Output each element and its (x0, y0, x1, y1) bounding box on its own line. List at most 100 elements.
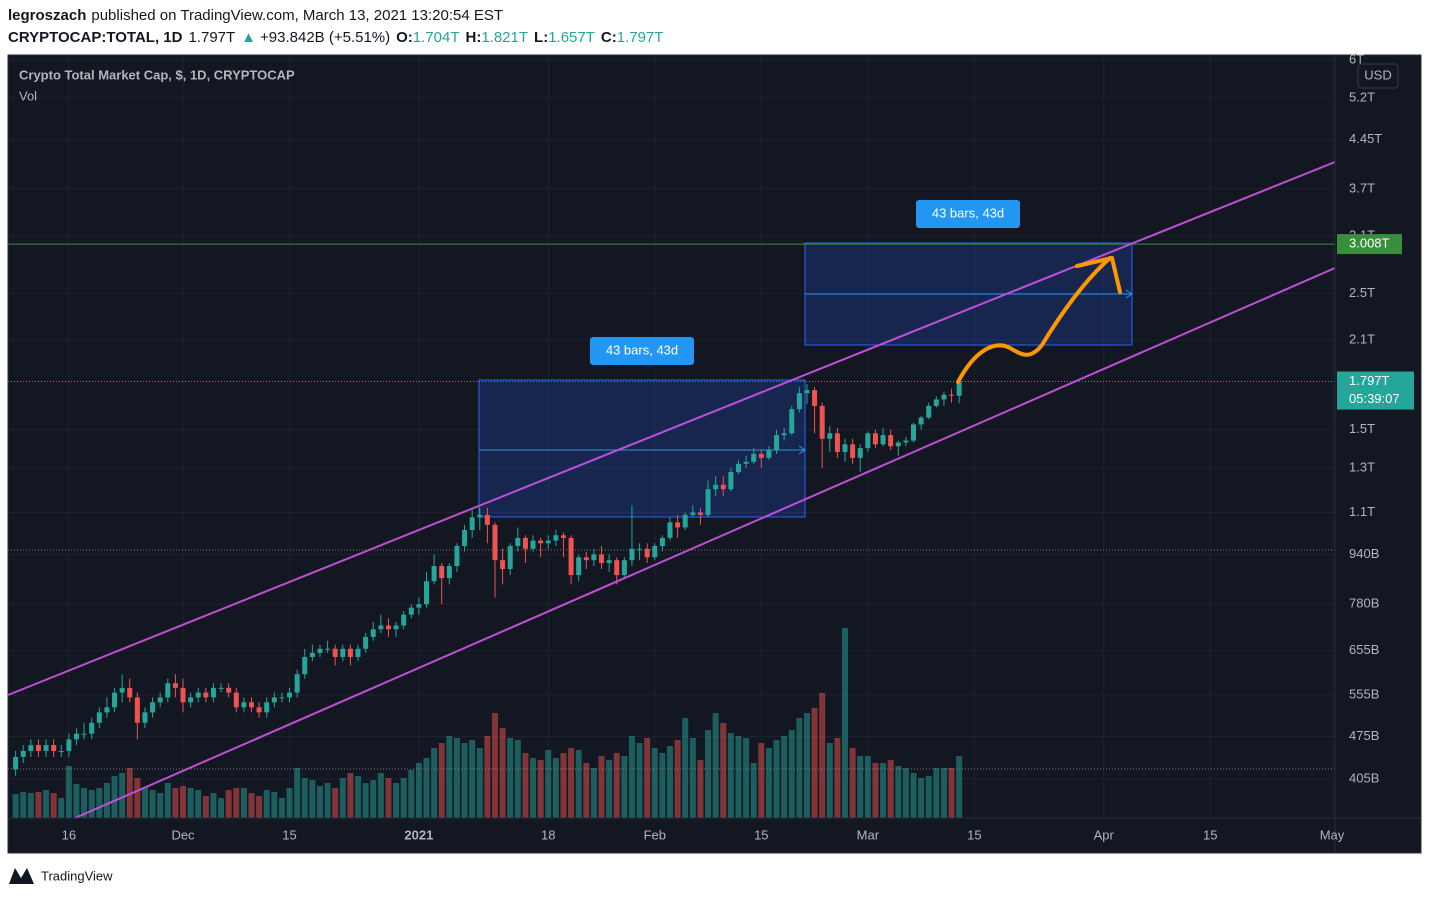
candle-body (781, 433, 787, 436)
candle-body (614, 560, 620, 576)
volume-bar (58, 798, 65, 818)
y-tick-label: 6T (1349, 51, 1364, 66)
candle-body (454, 546, 460, 567)
range-label: 43 bars, 43d (932, 205, 1004, 220)
volume-bar (590, 768, 597, 818)
range-label-box (916, 200, 1020, 228)
candle-body (119, 687, 125, 693)
currency-button[interactable] (1357, 63, 1399, 89)
volume-bar (96, 788, 103, 818)
candle-body (408, 607, 414, 615)
volume-bar (819, 693, 826, 818)
volume-bar (880, 763, 887, 818)
x-tick-label: Apr (1094, 827, 1115, 842)
candle-body (446, 566, 452, 579)
x-tick-label: Feb (644, 827, 666, 842)
candle-body (560, 535, 566, 538)
price-line-label: 3.008T (1349, 236, 1390, 251)
volume-bar (697, 760, 704, 818)
volume-bar (788, 730, 795, 818)
volume-bar (735, 736, 742, 818)
price-axis (1335, 56, 1420, 852)
countdown: 05:39:07 (1349, 391, 1400, 406)
volume-bar (180, 786, 187, 818)
volume-bar (65, 766, 72, 818)
volume-bar (438, 743, 445, 818)
candle-body (264, 702, 270, 713)
volume-bar (20, 792, 27, 818)
volume-bar (476, 748, 483, 818)
h-label: H: (466, 29, 482, 46)
volume-bar (834, 738, 841, 818)
volume-bar (461, 743, 468, 818)
channel-lower[interactable] (74, 267, 1336, 819)
candle-body (58, 750, 64, 752)
volume-bar (256, 796, 263, 818)
candle-body (888, 435, 894, 447)
volume-bar (240, 788, 247, 818)
volume-bar (164, 783, 171, 818)
date-range-box[interactable] (478, 379, 806, 518)
channel-upper[interactable] (7, 161, 1336, 696)
candle-body (462, 530, 468, 547)
range-label-box (590, 337, 694, 365)
candle-body (104, 707, 110, 713)
volume-bar (667, 746, 673, 818)
volume-bar (423, 758, 430, 818)
candle-body (233, 692, 239, 708)
candle-body (530, 540, 536, 549)
candle-body (743, 461, 749, 464)
volume-bar (720, 723, 727, 818)
candle-body (385, 625, 391, 630)
candle-body (705, 489, 711, 515)
candle-body (713, 484, 719, 490)
candle-body (416, 604, 422, 608)
candle-body (667, 522, 673, 538)
volume-bar (408, 770, 415, 818)
volume-bar (385, 778, 392, 818)
candle-body (507, 546, 513, 569)
y-tick-label: 940B (1349, 546, 1379, 561)
candle-body (325, 648, 331, 650)
candle-body (180, 687, 186, 703)
last-price-label: 1.797T (1349, 373, 1390, 388)
volume-bar (339, 778, 346, 818)
currency[interactable]: USD (1364, 67, 1391, 82)
volume-bar (705, 730, 712, 818)
candle-body (720, 484, 726, 490)
volume-bar (659, 753, 666, 818)
candle-body (477, 514, 483, 518)
volume-bar (842, 628, 849, 818)
forecast-arrow[interactable] (956, 256, 1112, 384)
candle-body (43, 745, 49, 751)
volume-bar (294, 768, 301, 818)
candle-body (903, 440, 909, 443)
volume-bar (849, 748, 856, 818)
candle-body (13, 756, 19, 770)
candle-body (287, 692, 293, 698)
candle-body (96, 712, 102, 723)
volume-bar (872, 763, 879, 818)
l: 1.657T (548, 29, 595, 46)
candle-body (431, 566, 437, 582)
published: published on TradingView.com, March 13, … (91, 7, 503, 24)
candle-body (424, 581, 430, 605)
candle-body (812, 390, 818, 406)
volume-bar (81, 788, 88, 818)
volume-bar (887, 760, 894, 818)
candle-body (895, 442, 901, 447)
candle-body (112, 692, 118, 708)
symbol: CRYPTOCAP:TOTAL, 1D (8, 29, 183, 46)
volume-bar (446, 736, 453, 818)
volume-label: Vol (19, 88, 37, 103)
candle-body (515, 537, 521, 547)
candle-body (218, 687, 224, 689)
volume-bar (484, 736, 491, 818)
volume-bar (218, 798, 225, 818)
candle-body (872, 433, 878, 445)
volume-bar (933, 768, 940, 818)
volume-bar (73, 784, 80, 818)
volume-bar (940, 768, 947, 818)
volume-bar (545, 750, 552, 818)
volume-bar (469, 740, 476, 818)
